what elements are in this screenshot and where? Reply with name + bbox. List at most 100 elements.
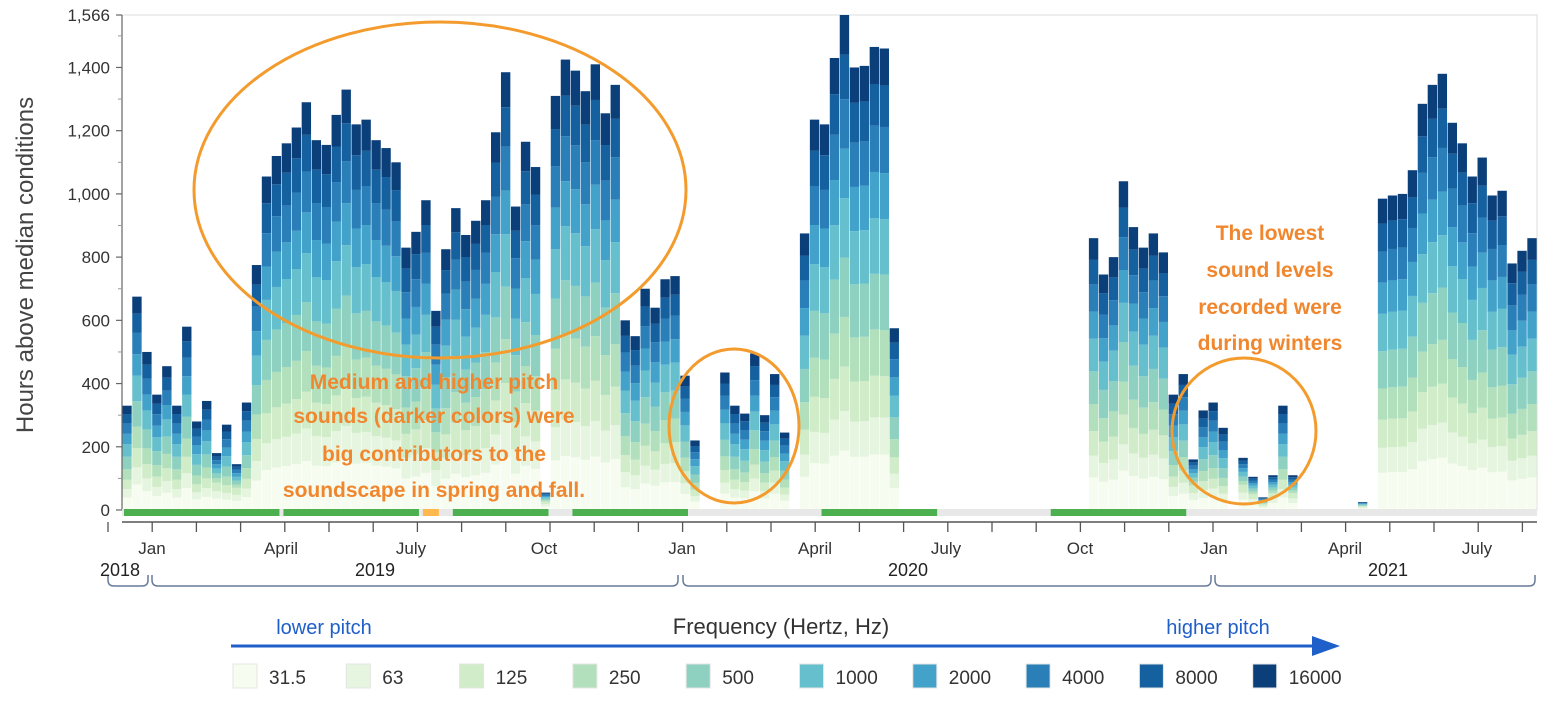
bar-segment-16000hz bbox=[670, 276, 680, 295]
bar-segment-16000hz bbox=[1218, 427, 1228, 435]
bar-segment-8000hz bbox=[271, 184, 282, 217]
bar-segment-63hz bbox=[1497, 446, 1507, 472]
bar-segment-4000hz bbox=[1198, 427, 1208, 438]
bar-segment-500hz bbox=[192, 464, 202, 476]
bar-segment-63hz bbox=[202, 488, 212, 497]
bar-segment-8000hz bbox=[351, 155, 361, 190]
bar-segment-1000hz bbox=[1208, 442, 1218, 456]
bar-segment-125hz bbox=[500, 383, 511, 423]
bar-segment-125hz bbox=[809, 396, 820, 432]
bar-segment-16000hz bbox=[750, 353, 760, 367]
y-tick-label: 1,566 bbox=[67, 6, 110, 25]
bar-segment-63hz bbox=[271, 439, 282, 468]
bar-segment-500hz bbox=[600, 307, 610, 356]
legend-label-2000: 2000 bbox=[949, 668, 991, 689]
bar-segment-4000hz bbox=[650, 342, 660, 363]
bar-segment-1000hz bbox=[690, 466, 700, 475]
bar-segment-125hz bbox=[311, 402, 321, 437]
bar-segment-31.5hz bbox=[1497, 471, 1507, 510]
bar-segment-63hz bbox=[491, 434, 501, 465]
bar-segment-31.5hz bbox=[471, 475, 481, 510]
bar-segment-63hz bbox=[251, 461, 262, 481]
bar-segment-1000hz bbox=[381, 281, 391, 326]
bar-segment-250hz bbox=[231, 484, 242, 488]
bar-segment-63hz bbox=[1507, 460, 1517, 481]
bar-segment-125hz bbox=[1268, 493, 1278, 499]
legend-label-63: 63 bbox=[382, 668, 403, 689]
bar-segment-16000hz bbox=[311, 140, 321, 170]
bar-segment-500hz bbox=[231, 480, 242, 485]
bar-segment-16000hz bbox=[341, 89, 351, 124]
bar-segment-8000hz bbox=[799, 255, 810, 281]
bar-segment-31.5hz bbox=[859, 456, 870, 510]
bar-segment-500hz bbox=[271, 329, 282, 372]
bar-segment-31.5hz bbox=[1417, 461, 1428, 510]
bar-segment-63hz bbox=[1477, 439, 1487, 468]
bar-segment-2000hz bbox=[1467, 266, 1477, 300]
bar-segment-63hz bbox=[530, 441, 541, 469]
bar-segment-250hz bbox=[660, 420, 670, 444]
bar-segment-63hz bbox=[1108, 459, 1119, 480]
bar-segment-1000hz bbox=[839, 198, 850, 258]
legend-swatch-4000 bbox=[1025, 663, 1051, 689]
bar-segment-500hz bbox=[580, 296, 591, 347]
bar-segment-31.5hz bbox=[630, 489, 640, 510]
legend-label-16000: 16000 bbox=[1289, 668, 1342, 689]
bar-segment-125hz bbox=[1477, 407, 1487, 440]
bar-segment-8000hz bbox=[1278, 414, 1288, 424]
bar-segment-1000hz bbox=[720, 423, 730, 440]
bar-segment-4000hz bbox=[1497, 245, 1507, 277]
bar-segment-2000hz bbox=[1527, 311, 1537, 339]
bar-segment-31.5hz bbox=[421, 472, 431, 510]
bar-segment-1000hz bbox=[1138, 344, 1149, 377]
bar-segment-4000hz bbox=[1467, 233, 1477, 267]
bar-segment-16000hz bbox=[381, 148, 391, 178]
timeline-segment-green bbox=[1050, 509, 1187, 516]
bar-segment-16000hz bbox=[1517, 250, 1527, 272]
bar-segment-63hz bbox=[660, 463, 670, 483]
bar-segment-1000hz bbox=[1427, 242, 1438, 294]
bar-segment-31.5hz bbox=[760, 498, 770, 510]
bar-segment-63hz bbox=[1198, 490, 1208, 499]
bar-segment-250hz bbox=[799, 402, 810, 430]
bar-segment-125hz bbox=[221, 485, 232, 493]
bar-segment-63hz bbox=[1238, 492, 1248, 500]
bar-segment-31.5hz bbox=[1527, 477, 1537, 510]
bar-segment-250hz bbox=[889, 439, 899, 458]
bar-segment-4000hz bbox=[1387, 248, 1398, 281]
bar-segment-500hz bbox=[610, 293, 620, 345]
bar-segment-16000hz bbox=[849, 67, 860, 103]
bar-segment-4000hz bbox=[520, 204, 531, 242]
bar-segment-63hz bbox=[819, 432, 830, 464]
bar-segment-31.5hz bbox=[1168, 496, 1178, 510]
bar-segment-500hz bbox=[361, 310, 371, 358]
x-tick-label-april-2021: April bbox=[1328, 539, 1362, 558]
bar-segment-250hz bbox=[520, 366, 531, 404]
bar-segment-31.5hz bbox=[1148, 476, 1159, 510]
bar-segment-63hz bbox=[381, 437, 391, 467]
bar-segment-1000hz bbox=[1517, 346, 1527, 378]
bar-segment-63hz bbox=[690, 496, 700, 502]
bar-segment-500hz bbox=[879, 274, 889, 331]
bar-segment-250hz bbox=[560, 334, 571, 380]
bar-segment-125hz bbox=[441, 434, 451, 458]
bar-segment-16000hz bbox=[471, 220, 481, 244]
bar-segment-250hz bbox=[819, 359, 830, 399]
bar-segment-125hz bbox=[1128, 427, 1139, 454]
bar-segment-250hz bbox=[500, 339, 511, 384]
bar-segment-2000hz bbox=[481, 283, 491, 315]
bar-segment-1000hz bbox=[650, 382, 660, 407]
bar-segment-2000hz bbox=[1128, 303, 1139, 332]
bar-segment-125hz bbox=[1198, 481, 1208, 491]
bar-segment-8000hz bbox=[182, 341, 192, 358]
bar-segment-500hz bbox=[311, 321, 321, 366]
bar-segment-2000hz bbox=[1138, 318, 1149, 345]
bar-segment-4000hz bbox=[1517, 294, 1527, 321]
bar-segment-8000hz bbox=[441, 270, 451, 294]
bar-segment-250hz bbox=[1088, 403, 1099, 432]
bar-segment-16000hz bbox=[451, 208, 461, 233]
bar-segment-16000hz bbox=[510, 206, 521, 231]
bar-segment-125hz bbox=[231, 487, 242, 495]
bar-segment-2000hz bbox=[202, 430, 212, 442]
bar-segment-2000hz bbox=[1497, 276, 1507, 309]
